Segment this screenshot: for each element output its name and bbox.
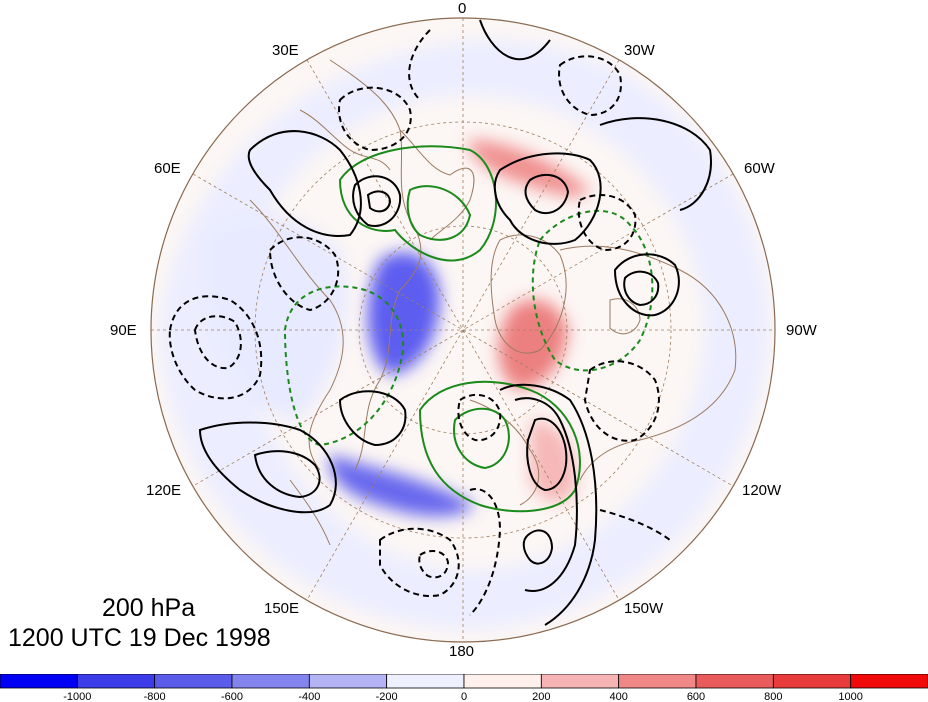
solid-contour-9 [198, 421, 337, 514]
longitude-label-90e: 90E [110, 322, 137, 339]
field-positive-core-north [469, 140, 590, 197]
colorbar: -1000 -800 -600 -400 -200 0 200 400 600 800 1000 [0, 674, 928, 702]
solid-contour-16 [479, 19, 551, 61]
solid-contour-8 [623, 270, 660, 307]
field-positive-core-center [498, 299, 568, 390]
colorbar-tick-label: 1000 [838, 691, 862, 702]
colorbar-swatch [463, 674, 542, 689]
colorbar-tick-label: -200 [376, 691, 398, 702]
solid-contour-14 [526, 417, 568, 492]
colorbar-swatch [0, 674, 78, 689]
dashed-contour-1 [168, 295, 263, 400]
coast-mediterranean [299, 109, 391, 171]
solid-contour-15 [522, 529, 554, 565]
longitude-label-180: 180 [449, 643, 475, 660]
solid-contour-12 [499, 383, 598, 626]
valid-time-label: 1200 UTC 19 Dec 1998 [8, 624, 271, 652]
longitude-label-60e: 60E [154, 160, 181, 177]
green-contour-north [338, 145, 497, 262]
solid-contour-6 [599, 117, 712, 211]
dashed-contour-6 [577, 194, 637, 252]
field-negative-core-west [367, 252, 440, 375]
coast-japan [289, 479, 331, 546]
field-negative-west [200, 214, 348, 420]
dashed-contour-8 [379, 527, 460, 597]
longitude-label-60w: 60W [744, 160, 775, 177]
colorbar-tick-label: 200 [532, 691, 550, 702]
solid-contour-13 [514, 397, 578, 592]
pressure-level-label: 200 hPa [102, 594, 196, 622]
colorbar-tick-label: -600 [221, 691, 243, 702]
colorbar-swatch [386, 674, 465, 689]
colorbar-swatch [850, 674, 928, 689]
solid-contour-10 [253, 450, 321, 499]
green-contour-south-inner [453, 407, 510, 470]
solid-contour-11 [338, 390, 407, 447]
solid-contour-1 [247, 130, 362, 237]
coast-siberia [249, 199, 344, 471]
map-disk [151, 18, 775, 642]
meridian-60e-120w [192, 173, 734, 487]
meridian-30e-150w [306, 59, 620, 601]
green-contour-dashed-east [531, 209, 654, 372]
longitude-label-120e: 120E [146, 482, 182, 499]
longitude-label-30w: 30W [624, 42, 655, 59]
colorbar-tick-label: 400 [609, 691, 627, 702]
longitude-label-150e: 150E [264, 600, 300, 617]
dashed-contour-5 [558, 55, 622, 117]
dashed-contour-2 [193, 315, 242, 370]
graticule [151, 18, 775, 642]
longitude-label-30e: 30E [272, 42, 299, 59]
polar-map [150, 17, 776, 643]
longitude-label-90w: 90W [786, 322, 817, 339]
dashed-contour-4 [338, 86, 412, 152]
coast-scandinavia [399, 129, 475, 241]
black-dashed-contours [168, 29, 671, 616]
colorbar-swatch [540, 674, 620, 689]
longitude-label-150w: 150W [624, 600, 664, 617]
solid-contour-7 [613, 253, 680, 317]
colorbar-ticks: -1000 -800 -600 -400 -200 0 200 400 600 800 1000 [63, 691, 863, 702]
green-contour-south [418, 380, 581, 513]
colorbar-tick-label: 0 [461, 691, 467, 702]
dashed-contour-11 [469, 488, 502, 616]
colorbar-tick-label: 600 [687, 691, 705, 702]
black-solid-contours [198, 19, 712, 626]
colorbar-tick-label: -1000 [63, 691, 91, 702]
solid-contour-3 [366, 190, 392, 213]
field-negative-core-south [329, 455, 475, 517]
dashed-contour-7 [583, 360, 660, 442]
meridian-30w-150e [306, 59, 620, 601]
coast-eurasia-west [329, 59, 422, 471]
map-boundary [150, 17, 776, 643]
longitude-label-0: 0 [458, 0, 467, 17]
colorbar-swatches [0, 674, 928, 689]
shaded-field [160, 39, 770, 630]
solid-contour-2 [352, 175, 402, 227]
solid-contour-5 [524, 173, 570, 215]
colorbar-swatch [231, 674, 310, 689]
colorbar-swatch [618, 674, 697, 689]
green-contour-north-inner [406, 185, 472, 241]
meridian-60w-120e [192, 173, 734, 487]
coast-north-america [559, 245, 737, 481]
longitude-label-120w: 120W [742, 482, 782, 499]
colorbar-swatch [76, 674, 156, 689]
colorbar-tick-label: -800 [144, 691, 166, 702]
colorbar-swatch [308, 674, 388, 689]
colorbar-tick-label: -400 [298, 691, 320, 702]
colorbar-tick-label: 800 [764, 691, 782, 702]
dashed-contour-10 [457, 393, 502, 442]
solid-contour-4 [493, 152, 602, 245]
colorbar-swatch [772, 674, 852, 689]
dashed-contour-13 [408, 29, 431, 101]
colorbar-swatch [695, 674, 774, 689]
colorbar-swatch [154, 674, 233, 689]
